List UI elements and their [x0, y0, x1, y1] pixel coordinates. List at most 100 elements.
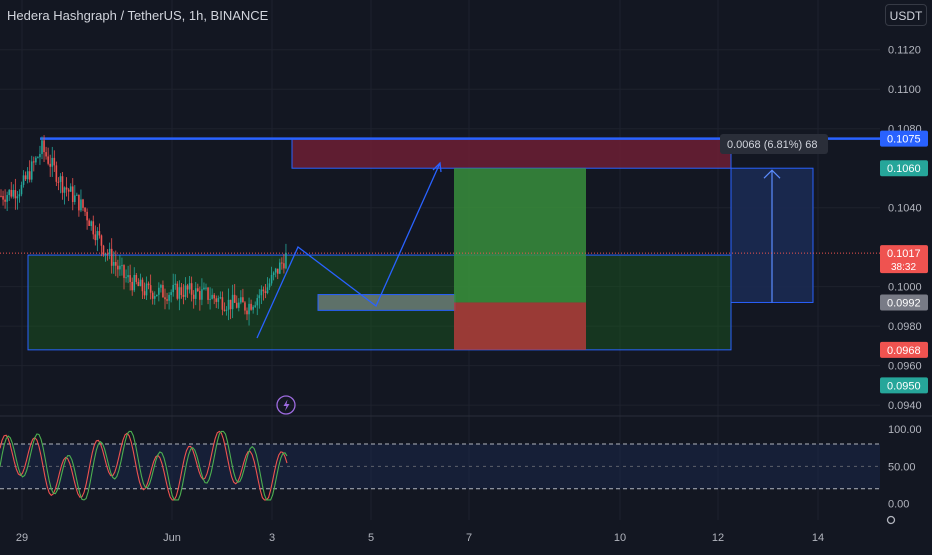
candle-body	[94, 234, 97, 241]
x-tick-label: 3	[269, 532, 275, 544]
candle-body	[141, 279, 144, 292]
candle-body	[110, 248, 113, 266]
candle-body	[254, 305, 256, 307]
candle-body	[143, 291, 146, 296]
measure-label: 0.0068 (6.81%) 68	[727, 139, 818, 151]
candle-body	[207, 287, 209, 300]
candle-body	[35, 157, 37, 163]
candle-body	[250, 303, 252, 310]
candle-body	[12, 190, 15, 197]
currency-button[interactable]: USDT	[885, 4, 927, 26]
candle-body	[221, 297, 224, 310]
candle-body	[41, 140, 43, 154]
candle-body	[61, 176, 64, 193]
candle-body	[123, 265, 125, 278]
candle-body	[96, 231, 99, 241]
candle-body	[37, 157, 39, 159]
candle-body	[272, 272, 275, 275]
candle-body	[182, 294, 185, 297]
candle-body	[242, 297, 244, 303]
candle-body	[69, 186, 72, 192]
candle-body	[139, 279, 142, 286]
candle-body	[240, 297, 242, 303]
candle-body	[248, 303, 250, 315]
candle-body	[180, 287, 183, 295]
candle-body	[213, 294, 215, 299]
candle-body	[188, 283, 191, 290]
candle-body	[115, 262, 117, 266]
candle-body	[205, 287, 207, 289]
price-tag-label: 0.1017	[887, 248, 921, 260]
candle-body	[4, 199, 6, 202]
price-tag-label: 0.0968	[887, 345, 921, 357]
candle-body	[209, 298, 211, 300]
price-tag-label: 0.0992	[887, 297, 921, 309]
candle-body	[88, 220, 90, 226]
candle-body	[22, 175, 25, 185]
x-tick-label: 12	[712, 532, 724, 544]
candle-body	[231, 294, 234, 310]
candle-body	[30, 161, 33, 180]
x-tick-label: Jun	[163, 532, 181, 544]
price-tag-label: 0.1060	[887, 163, 921, 175]
candle-body	[53, 157, 56, 166]
candle-body	[117, 265, 119, 270]
x-tick-label: 14	[812, 532, 824, 544]
candle-body	[244, 302, 246, 311]
candle-body	[238, 302, 240, 308]
candle-body	[153, 296, 156, 299]
price-tag	[880, 377, 928, 394]
candle-body	[192, 294, 195, 299]
candle-body	[43, 140, 45, 153]
x-tick-label: 7	[466, 532, 472, 544]
candle-body	[78, 194, 80, 211]
price-tag	[880, 245, 928, 274]
x-tick-label: 5	[368, 532, 374, 544]
candle-body	[67, 189, 70, 192]
candle-body	[256, 298, 259, 306]
y-tick-label: 0.1100	[888, 84, 921, 96]
candle-body	[219, 297, 222, 299]
candle-body	[186, 285, 189, 290]
projection-arrowhead	[432, 161, 442, 173]
candle-body	[262, 289, 265, 292]
candle-body	[199, 291, 201, 300]
candle-body	[194, 288, 197, 299]
candle-body	[168, 294, 170, 301]
rsi-slow-line	[0, 430, 288, 501]
candle-body	[10, 189, 13, 197]
candle-body	[18, 194, 21, 197]
candle-body	[164, 297, 166, 300]
candle-body	[178, 287, 181, 299]
settings-gear-icon	[886, 515, 896, 525]
candle-body	[86, 211, 88, 221]
rsi-band	[0, 444, 880, 489]
candle-body	[201, 289, 203, 300]
candle-body	[51, 157, 54, 167]
candle-body	[106, 253, 109, 255]
candle-body	[8, 189, 10, 196]
candle-body	[184, 285, 187, 297]
price-tag-countdown: 38:32	[891, 262, 916, 273]
candle-body	[166, 299, 168, 301]
price-tag	[880, 294, 928, 311]
candle-body	[33, 161, 35, 163]
price-tag	[880, 341, 928, 358]
y-tick-label: 0.0980	[888, 321, 922, 333]
candle-body	[235, 302, 238, 308]
candle-body	[102, 245, 105, 255]
stop-zone	[454, 302, 586, 350]
candle-body	[108, 248, 111, 255]
candle-body	[71, 186, 74, 202]
candle-body	[0, 195, 2, 197]
price-tag-label: 0.0950	[887, 380, 921, 392]
candle-body	[276, 268, 279, 274]
candle-body	[281, 262, 283, 264]
candle-body	[172, 284, 174, 293]
candle-body	[190, 283, 193, 295]
flash-icon-bolt	[283, 399, 290, 411]
candle-body	[227, 299, 230, 310]
candle-body	[229, 299, 232, 310]
